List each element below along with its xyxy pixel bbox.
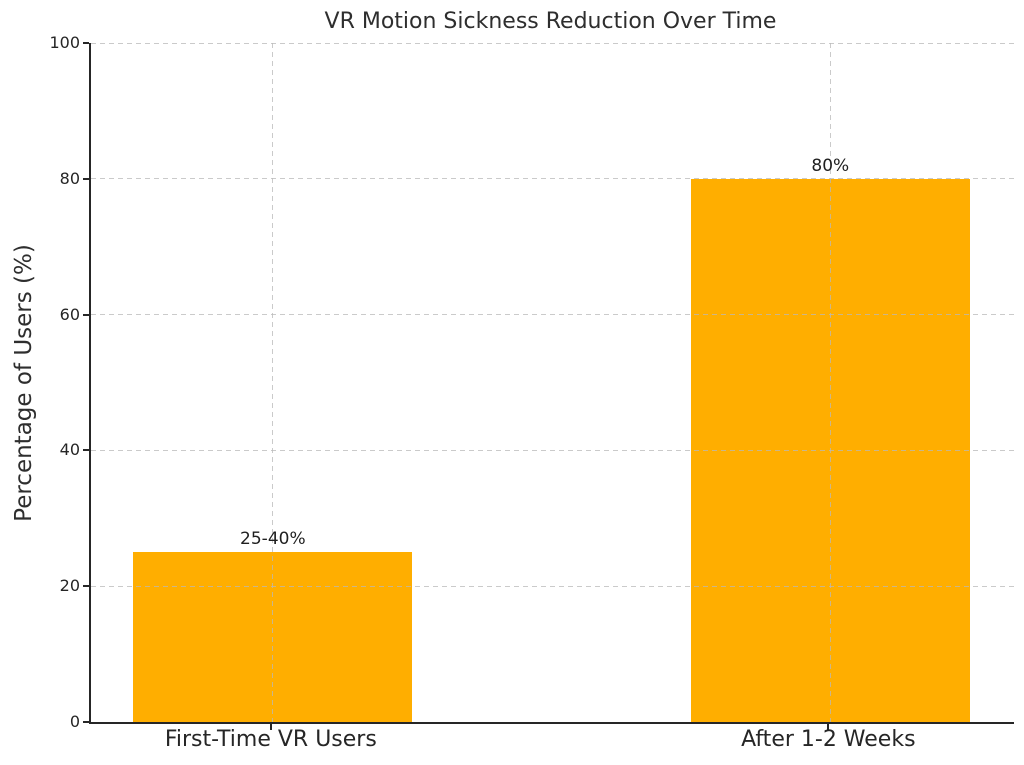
h-gridline [91, 585, 1014, 587]
y-axis-label: Percentage of Users (%) [11, 244, 37, 522]
y-tick-label: 40 [59, 440, 80, 460]
y-tick-mark [83, 177, 89, 180]
y-tick-label: 60 [59, 304, 80, 324]
y-tick-mark [83, 42, 89, 44]
v-gridline [272, 43, 274, 722]
x-tick-label: After 1-2 Weeks [741, 727, 916, 752]
h-gridline [91, 42, 1014, 44]
y-tick-mark [83, 313, 89, 316]
plot-area: 25-40% 80% [89, 42, 1014, 724]
bar-value-label: 80% [811, 155, 850, 176]
chart-title: VR Motion Sickness Reduction Over Time [324, 9, 777, 34]
x-tick-label: First-Time VR Users [164, 727, 377, 752]
x-tick-mark [269, 724, 272, 730]
bar-value-label: 25-40% [240, 529, 306, 550]
h-gridline [91, 449, 1014, 451]
y-tick-label: 80 [59, 168, 80, 188]
h-gridline [91, 314, 1014, 316]
v-gridline [829, 43, 831, 722]
y-tick-mark [83, 585, 89, 588]
y-tick-mark [83, 449, 89, 452]
y-tick-mark [83, 721, 89, 723]
x-tick-mark [827, 724, 830, 730]
h-gridline [91, 178, 1014, 180]
y-tick-label: 100 [49, 33, 80, 52]
y-tick-label: 0 [69, 712, 80, 731]
y-tick-label: 20 [59, 576, 80, 596]
